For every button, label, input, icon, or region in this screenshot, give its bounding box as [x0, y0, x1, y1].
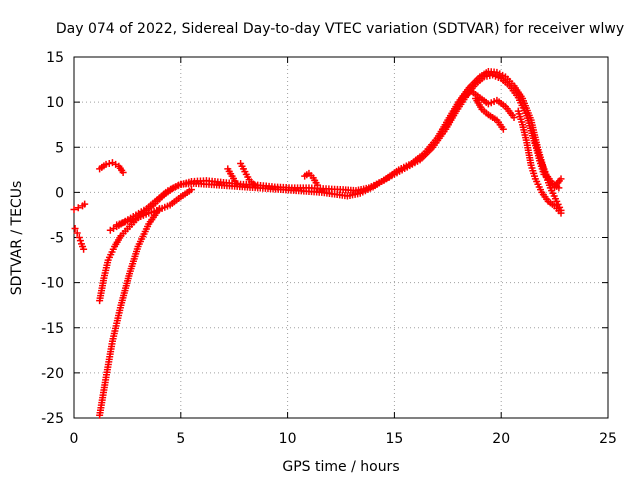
series-track-c: [96, 159, 127, 177]
data-point: [105, 159, 113, 167]
series-track-n: [531, 139, 565, 191]
x-tick-label: 10: [279, 431, 297, 447]
y-tick-label: 0: [55, 185, 64, 201]
axis-ticks: 0 5 10 15 20 25 -25 -20 -15 -10 -5 0 5 10 15: [41, 50, 617, 447]
x-axis-label: GPS time / hours: [282, 459, 399, 475]
series-track-h: [237, 159, 260, 190]
data-point: [557, 175, 565, 183]
data-point: [73, 229, 81, 237]
y-tick-label: 10: [46, 95, 64, 111]
data-point: [75, 234, 83, 241]
data-point: [80, 245, 88, 253]
data-point: [102, 160, 110, 168]
y-tick-label: -25: [41, 411, 64, 427]
series-track-b: [71, 224, 88, 253]
chart-title: Day 074 of 2022, Sidereal Day-to-day VTE…: [56, 21, 624, 37]
y-tick-label: 5: [55, 140, 64, 156]
data-point: [232, 179, 240, 187]
data-point: [557, 209, 565, 217]
data-point: [252, 182, 260, 190]
series-track-g: [113, 186, 195, 229]
x-tick-label: 5: [176, 431, 185, 447]
series-track-f: [106, 71, 563, 234]
y-tick-label: -10: [41, 276, 64, 292]
data-point: [187, 186, 195, 194]
series-track-j: [301, 169, 322, 189]
y-axis-label: SDTVAR / TECUs: [9, 181, 25, 296]
series-track-e: [96, 205, 163, 419]
series-track-k: [442, 87, 518, 133]
x-tick-label: 15: [385, 431, 403, 447]
series-track-i: [224, 165, 240, 187]
data-point: [119, 169, 127, 177]
y-tick-label: -15: [41, 321, 64, 337]
y-tick-label: -20: [41, 366, 64, 382]
data-point: [81, 200, 89, 208]
data-point: [314, 181, 322, 189]
data-point: [76, 237, 84, 245]
data-point: [74, 204, 82, 212]
data-point: [70, 206, 78, 214]
series-track-l: [472, 95, 507, 133]
data-point: [71, 224, 79, 232]
series-track-a: [70, 200, 89, 214]
data-point: [510, 113, 518, 121]
data-points: [70, 67, 565, 419]
x-tick-label: 20: [492, 431, 510, 447]
x-tick-label: 25: [599, 431, 617, 447]
y-tick-label: 15: [46, 50, 64, 66]
series-track-m: [514, 107, 565, 217]
x-tick-label: 0: [70, 431, 79, 447]
data-point: [499, 125, 507, 133]
y-tick-label: -5: [50, 231, 64, 247]
